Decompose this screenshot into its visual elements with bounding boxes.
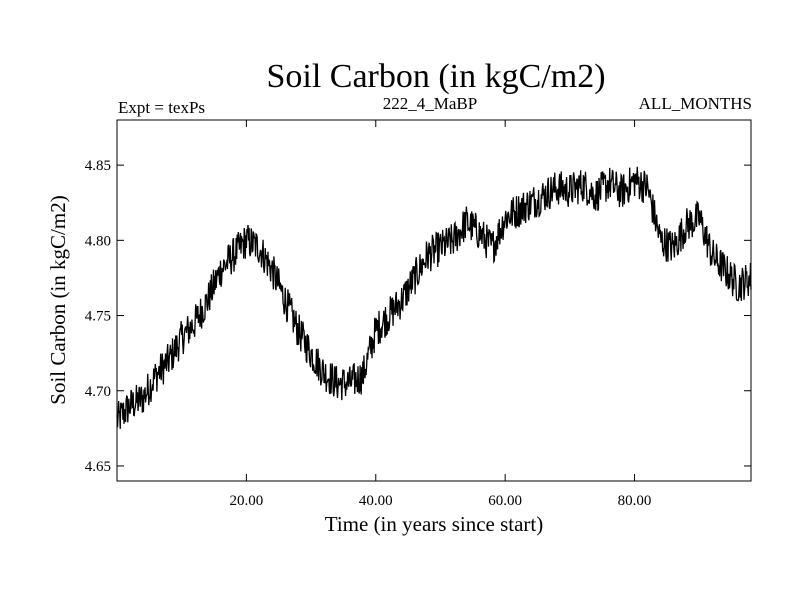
x-tick-label: 20.00: [230, 493, 264, 509]
y-axis: 4.65 4.70 4.75 4.80 4.85: [85, 158, 751, 475]
series-line: [116, 166, 752, 429]
x-tick-label: 60.00: [488, 493, 522, 509]
x-tick-label: 40.00: [359, 493, 393, 509]
x-tick-label: 80.00: [618, 493, 652, 509]
y-tick-label: 4.85: [85, 158, 111, 174]
y-axis-label: Soil Carbon (in kgC/m2): [46, 195, 70, 404]
y-tick-label: 4.80: [85, 233, 111, 249]
y-tick-label: 4.75: [85, 309, 111, 325]
x-axis-label: Time (in years since start): [325, 512, 544, 536]
y-tick-label: 4.70: [85, 384, 111, 400]
data-layer: [116, 166, 752, 429]
experiment-label: Expt = texPs: [118, 98, 205, 117]
x-axis: 20.00 40.00 60.00 80.00: [230, 120, 652, 509]
months-label: ALL_MONTHS: [639, 94, 752, 113]
y-tick-label: 4.65: [85, 459, 111, 475]
run-id-label: 222_4_MaBP: [383, 94, 477, 113]
plot-frame: [116, 119, 752, 482]
chart-title: Soil Carbon (in kgC/m2): [266, 58, 605, 95]
